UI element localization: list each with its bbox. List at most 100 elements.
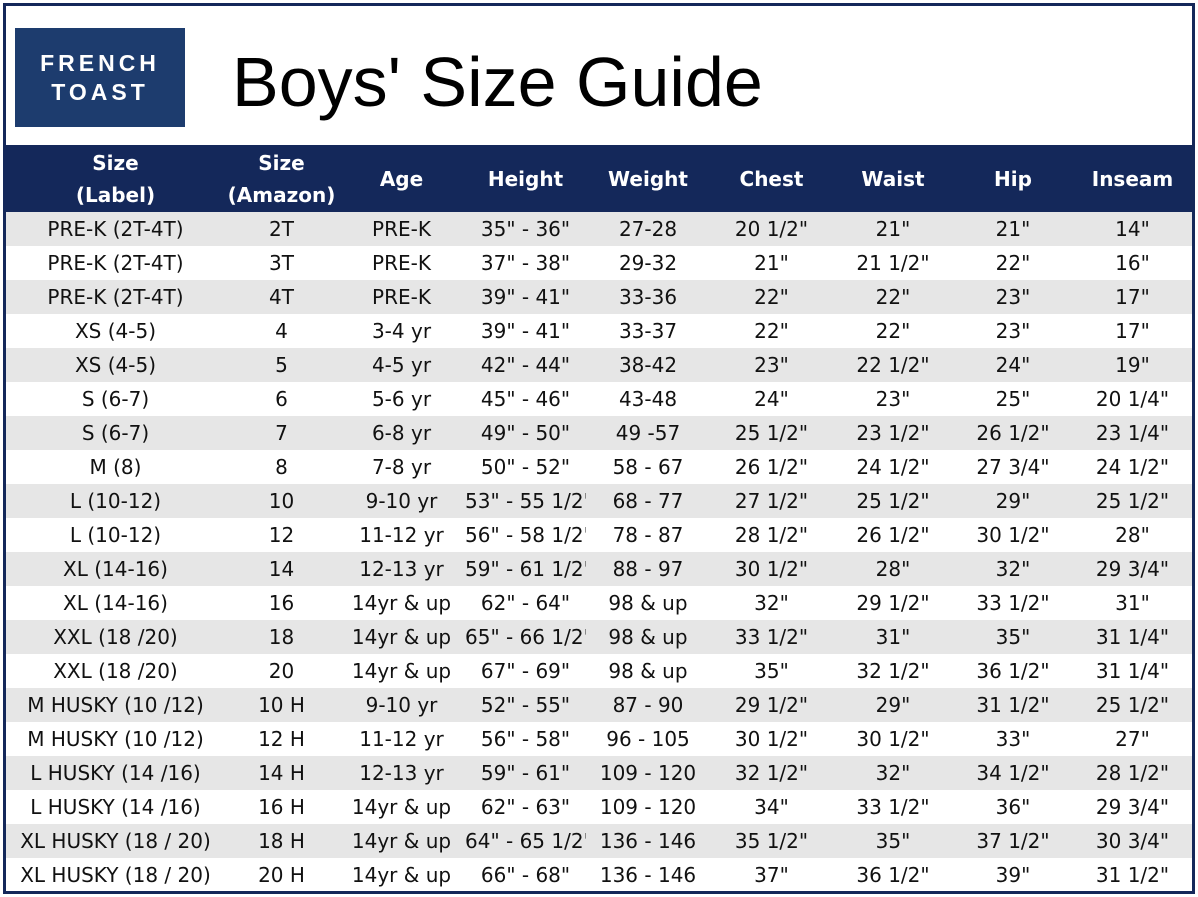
column-header-text: Inseam xyxy=(1091,166,1174,191)
cell-waist: 23 1/2" xyxy=(833,416,953,450)
page-title: Boys' Size Guide xyxy=(232,43,763,121)
cell-height: 52" - 55" xyxy=(465,688,586,722)
table-row: M HUSKY (10 /12) 12 H 11-12 yr 56" - 58" 96 … xyxy=(6,722,1192,756)
cell-chest: 23" xyxy=(710,348,833,382)
column-header-height: Height xyxy=(465,145,586,212)
column-header-inseam: Inseam xyxy=(1073,145,1192,212)
cell-size-amazon: 14 H xyxy=(225,756,338,790)
column-header-text: (Amazon) xyxy=(227,182,336,207)
cell-chest: 25 1/2" xyxy=(710,416,833,450)
cell-age: PRE-K xyxy=(338,212,465,246)
cell-inseam: 25 1/2" xyxy=(1073,688,1192,722)
column-header-age: Age xyxy=(338,145,465,212)
cell-height: 64" - 65 1/2" xyxy=(465,824,586,858)
cell-weight: 27-28 xyxy=(586,212,710,246)
cell-size-label: XS (4-5) xyxy=(74,319,157,343)
cell-inseam: 23 1/4" xyxy=(1073,416,1192,450)
cell-chest: 20 1/2" xyxy=(710,212,833,246)
cell-chest: 35" xyxy=(754,659,789,683)
cell-size-amazon: 4T xyxy=(225,280,338,314)
cell-height: 56" - 58 1/2" xyxy=(465,523,586,547)
cell-hip: 24" xyxy=(953,348,1073,382)
cell-inseam: 14" xyxy=(1073,212,1192,246)
cell-size-label: XS (4-5) xyxy=(6,348,225,382)
table-row: PRE-K (2T-4T) 4T PRE-K 39" - 41" 33-36 22" 22"… xyxy=(6,280,1192,314)
cell-chest: 28 1/2" xyxy=(734,523,809,547)
table-row: XXL (18 /20) 18 14yr & up 65" - 66 1/2" 98 &… xyxy=(6,620,1192,654)
table-row: XL HUSKY (18 / 20) 18 H 14yr & up 64" - 65 … xyxy=(6,824,1192,858)
cell-hip: 27 3/4" xyxy=(976,455,1050,479)
cell-height: 49" - 50" xyxy=(465,416,586,450)
cell-size-amazon: 12 H xyxy=(258,727,305,751)
cell-size-label: M HUSKY (10 /12) xyxy=(27,727,204,751)
cell-waist: 22" xyxy=(833,280,953,314)
cell-hip: 22" xyxy=(995,251,1031,275)
table-row: S (6-7) 6 5-6 yr 45" - 46" 43-48 24" 23" 25" 20 … xyxy=(6,382,1192,416)
column-header-size-label: Size (Label) xyxy=(6,145,225,212)
cell-inseam: 28" xyxy=(1115,523,1150,547)
cell-size-label: XXL (18 /20) xyxy=(6,620,225,654)
cell-hip: 29" xyxy=(953,484,1073,518)
cell-hip: 33" xyxy=(995,727,1031,751)
cell-size-amazon: 2T xyxy=(225,212,338,246)
cell-waist: 29" xyxy=(833,688,953,722)
column-header-text: Size xyxy=(92,150,139,175)
logo-line-2: TOAST xyxy=(51,78,149,105)
cell-height: 62" - 63" xyxy=(480,795,571,819)
cell-weight: 58 - 67 xyxy=(612,455,684,479)
cell-weight: 98 & up xyxy=(608,659,688,683)
cell-chest: 29 1/2" xyxy=(710,688,833,722)
cell-height: 65" - 66 1/2" xyxy=(465,620,586,654)
cell-height: 53" - 55 1/2" xyxy=(465,484,586,518)
cell-waist: 24 1/2" xyxy=(856,455,930,479)
cell-waist: 21 1/2" xyxy=(856,251,930,275)
cell-age: PRE-K xyxy=(372,251,431,275)
cell-hip: 21" xyxy=(953,212,1073,246)
cell-waist: 33 1/2" xyxy=(856,795,930,819)
size-table: Size (Label) Size (Amazon) Age Height Weight Ch… xyxy=(6,145,1192,892)
cell-inseam: 19" xyxy=(1073,348,1192,382)
table-row: XL (14-16) 16 14yr & up 62" - 64" 98 & up 32"… xyxy=(6,586,1192,620)
column-header-weight: Weight xyxy=(586,145,710,212)
cell-hip: 37 1/2" xyxy=(953,824,1073,858)
cell-weight: 87 - 90 xyxy=(586,688,710,722)
cell-size-label: PRE-K (2T-4T) xyxy=(47,251,184,275)
table-row: S (6-7) 7 6-8 yr 49" - 50" 49 -57 25 1/2" 23 1… xyxy=(6,416,1192,450)
cell-chest: 30 1/2" xyxy=(734,727,809,751)
cell-size-label: XL (14-16) xyxy=(63,591,168,615)
cell-height: 42" - 44" xyxy=(465,348,586,382)
table-header-row: Size (Label) Size (Amazon) Age Height Weight Ch… xyxy=(6,145,1192,212)
cell-size-label: L (10-12) xyxy=(6,484,225,518)
size-guide: FRENCH TOAST Boys' Size Guide Size (Label… xyxy=(3,3,1195,894)
cell-age: 3-4 yr xyxy=(371,319,432,343)
table-row: L HUSKY (14 /16) 16 H 14yr & up 62" - 63" 10… xyxy=(6,790,1192,824)
cell-chest: 32 1/2" xyxy=(710,756,833,790)
cell-waist: 32" xyxy=(833,756,953,790)
cell-waist: 29 1/2" xyxy=(856,591,930,615)
cell-waist: 25 1/2" xyxy=(833,484,953,518)
cell-age: PRE-K xyxy=(338,280,465,314)
table-row: PRE-K (2T-4T) 3T PRE-K 37" - 38" 29-32 21" 21 … xyxy=(6,246,1192,280)
table-row: M HUSKY (10 /12) 10 H 9-10 yr 52" - 55" 87 -… xyxy=(6,688,1192,722)
cell-waist: 36 1/2" xyxy=(856,863,930,887)
table-row: XS (4-5) 5 4-5 yr 42" - 44" 38-42 23" 22 1/2" 2… xyxy=(6,348,1192,382)
cell-hip: 30 1/2" xyxy=(976,523,1050,547)
cell-size-amazon: 16 H xyxy=(258,795,305,819)
cell-inseam: 31 1/4" xyxy=(1095,659,1170,683)
cell-inseam: 30 3/4" xyxy=(1073,824,1192,858)
cell-waist: 28" xyxy=(833,552,953,586)
column-header-text: Size xyxy=(258,150,305,175)
cell-hip: 23" xyxy=(995,319,1031,343)
cell-inseam: 20 1/4" xyxy=(1095,387,1170,411)
cell-waist: 31" xyxy=(833,620,953,654)
cell-inseam: 25 1/2" xyxy=(1073,484,1192,518)
cell-weight: 49 -57 xyxy=(586,416,710,450)
cell-weight: 68 - 77 xyxy=(586,484,710,518)
cell-height: 35" - 36" xyxy=(465,212,586,246)
cell-size-label: L HUSKY (14 /16) xyxy=(6,756,225,790)
cell-size-amazon: 18 xyxy=(225,620,338,654)
cell-weight: 136 - 146 xyxy=(586,824,710,858)
cell-hip: 25" xyxy=(995,387,1031,411)
cell-weight: 109 - 120 xyxy=(599,795,697,819)
table-row: L (10-12) 12 11-12 yr 56" - 58 1/2" 78 - 87 2… xyxy=(6,518,1192,552)
